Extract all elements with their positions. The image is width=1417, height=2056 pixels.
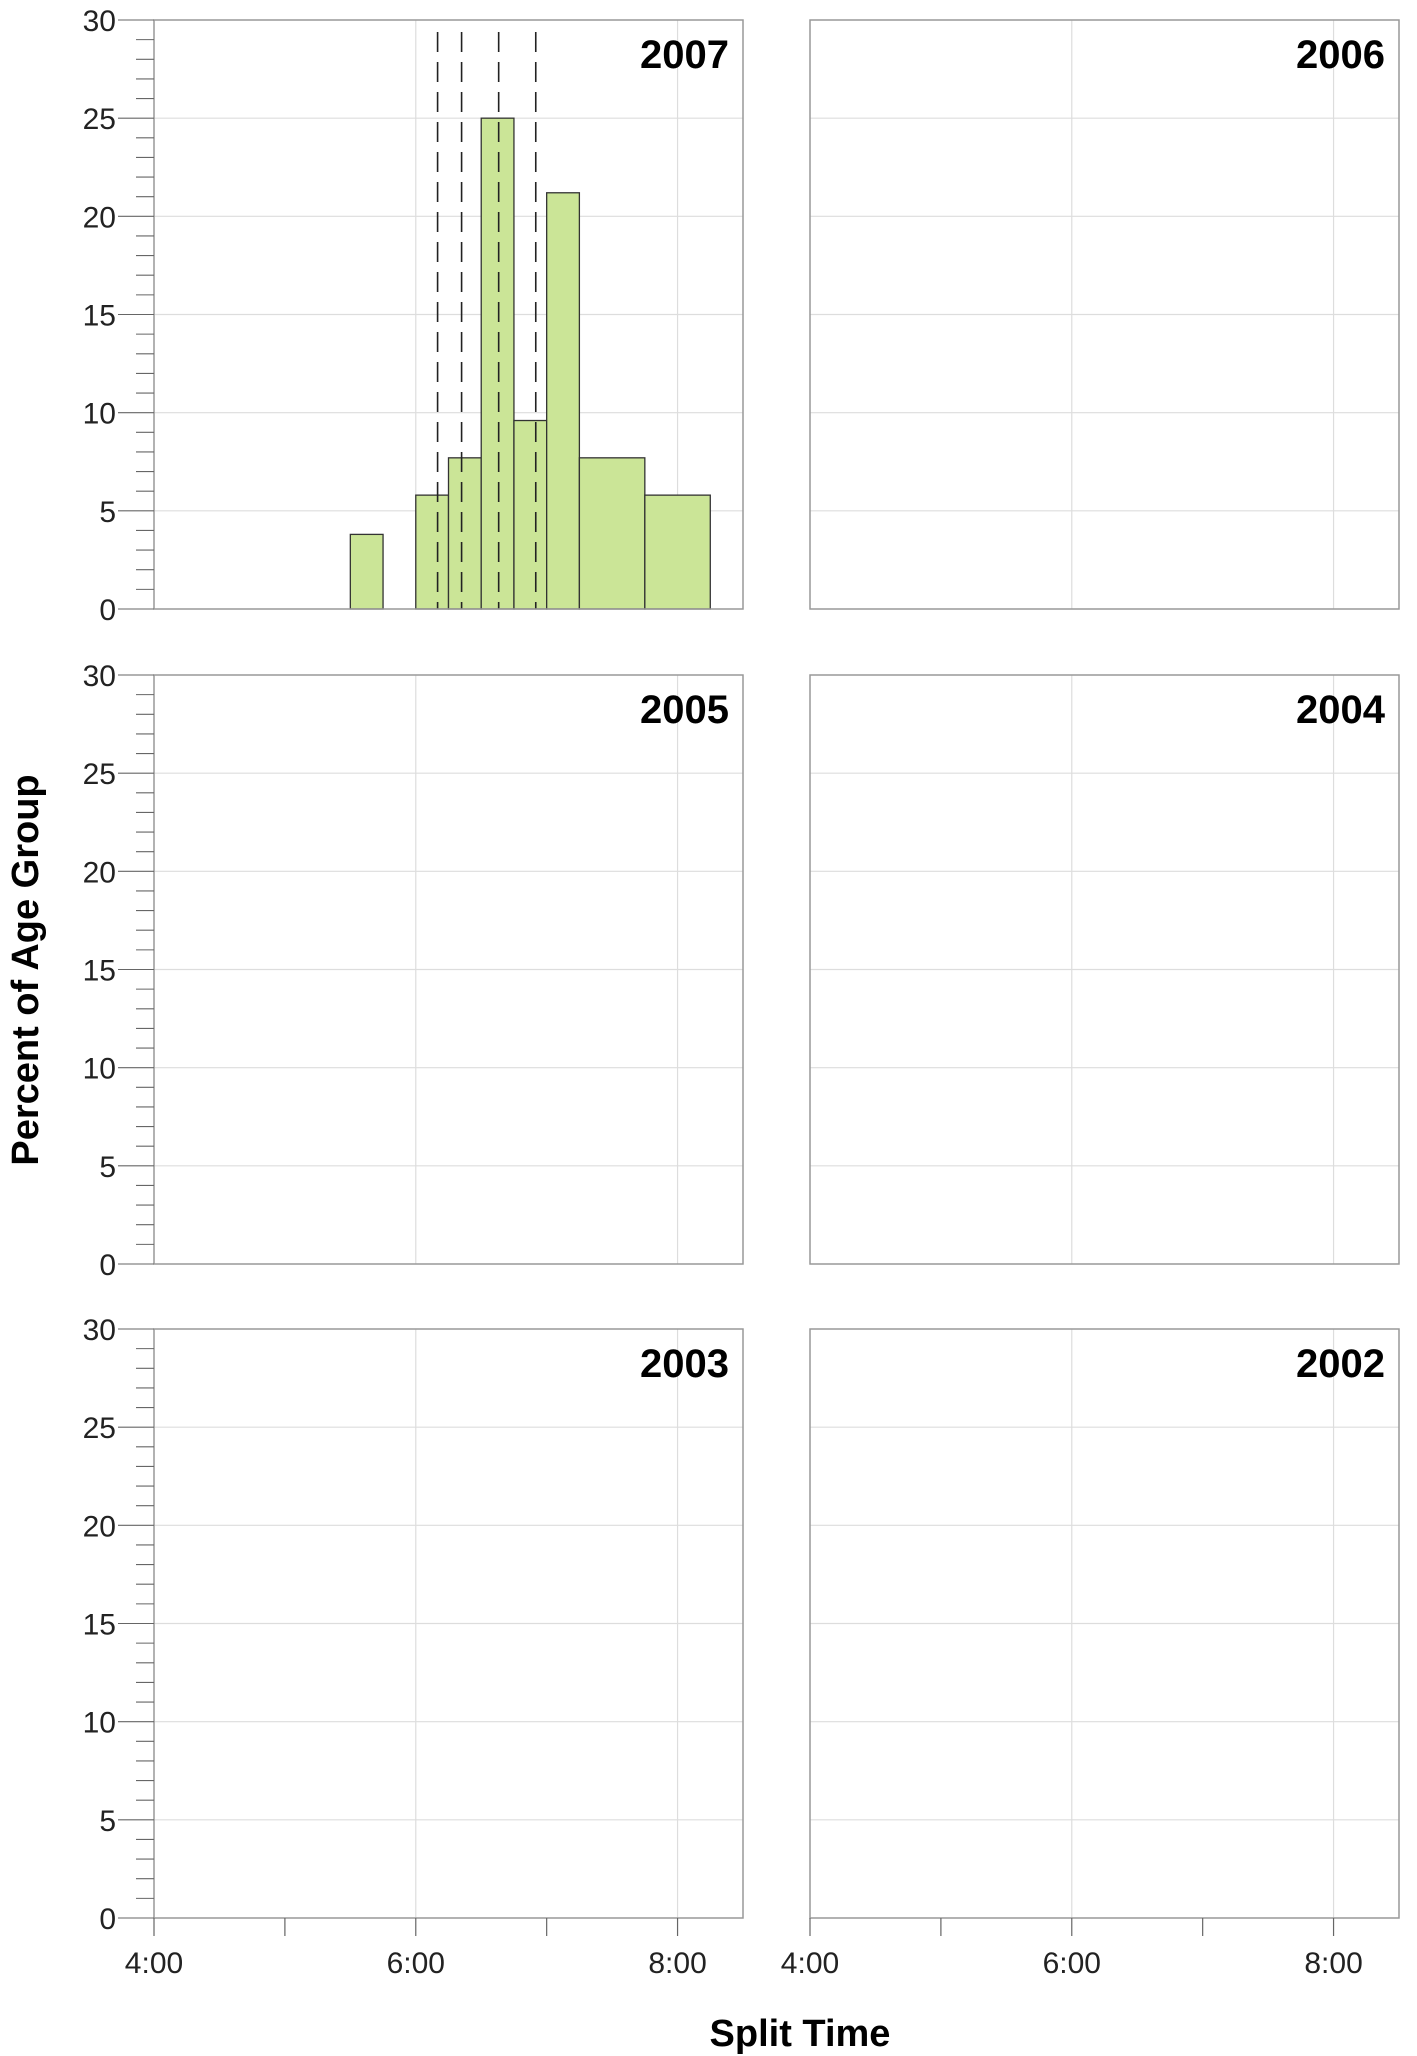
panel-2007-histogram-bar	[415, 494, 450, 610]
panel-2007-histogram-bar	[349, 533, 384, 610]
panel-2004-title: 2004	[1296, 688, 1386, 732]
panel-2003-x-tick-label: 8:00	[648, 1947, 706, 1980]
panel-2005-y-tick-label: 15	[83, 955, 116, 988]
panel-2007-histogram-bar	[546, 192, 581, 610]
reference-lines-layer	[436, 32, 537, 609]
panel-2007-y-tick-label: 20	[83, 201, 116, 234]
panel-2003-x-tick-label: 4:00	[125, 1947, 183, 1980]
panel-2002-frame	[809, 1328, 1400, 1919]
panel-2002-x-tick-label: 6:00	[1043, 1947, 1101, 1980]
panel-2007-histogram-bar	[513, 419, 548, 610]
panel-2007-y-tick-label: 25	[83, 103, 116, 136]
panel-2005-y-tick-label: 30	[83, 660, 116, 693]
axes-layer	[118, 19, 1335, 1936]
panel-2004-frame	[809, 674, 1400, 1265]
panel-2007-y-tick-label: 5	[99, 496, 116, 529]
panel-2005-y-tick-label: 20	[83, 856, 116, 889]
panel-2005-y-tick-label: 5	[99, 1151, 116, 1184]
panel-2007-histogram-bar	[644, 494, 711, 610]
grid-layer	[154, 20, 1399, 1918]
panel-2007-histogram-bar	[447, 457, 482, 610]
panel-2007-histogram-bar	[480, 117, 515, 610]
frames-layer	[153, 19, 1400, 1919]
panel-2002-x-tick-label: 8:00	[1304, 1947, 1362, 1980]
panel-2003-y-tick-label: 30	[83, 1314, 116, 1347]
panel-2003-y-tick-label: 0	[99, 1903, 116, 1936]
panel-2002-title: 2002	[1296, 1342, 1385, 1386]
panel-2005-y-tick-label: 0	[99, 1249, 116, 1282]
panel-2005-title: 2005	[640, 688, 729, 732]
panel-2007-title: 2007	[640, 33, 729, 77]
panel-2003-x-tick-label: 6:00	[387, 1947, 445, 1980]
panel-2005-y-tick-label: 10	[83, 1053, 116, 1086]
panel-2003-y-tick-label: 20	[83, 1510, 116, 1543]
panel-2006-frame	[809, 19, 1400, 610]
panel-2005-y-tick-label: 25	[83, 758, 116, 791]
panel-2006-title: 2006	[1296, 33, 1385, 77]
panel-2002-x-tick-label: 4:00	[781, 1947, 839, 1980]
panel-2003-y-tick-label: 15	[83, 1609, 116, 1642]
y-axis-title: Percent of Age Group	[5, 774, 47, 1165]
panel-2007-y-tick-label: 30	[83, 5, 116, 38]
panel-2003-y-tick-label: 5	[99, 1805, 116, 1838]
bars-layer	[349, 117, 711, 610]
panel-2003-y-tick-label: 25	[83, 1412, 116, 1445]
labels-layer: 2007051015202530200620050510152025302004…	[83, 5, 1386, 1980]
panel-2007-histogram-bar	[578, 457, 646, 610]
panel-2003-title: 2003	[640, 1342, 729, 1386]
panel-2003-y-tick-label: 10	[83, 1707, 116, 1740]
panel-2007-y-tick-label: 0	[99, 594, 116, 627]
x-axis-title: Split Time	[710, 2013, 891, 2055]
panel-2007-y-tick-label: 10	[83, 398, 116, 431]
panel-2007-y-tick-label: 15	[83, 300, 116, 333]
